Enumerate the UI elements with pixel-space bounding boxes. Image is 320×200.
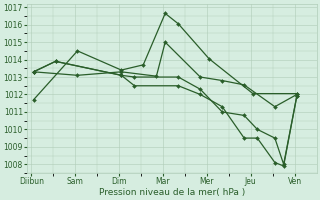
X-axis label: Pression niveau de la mer( hPa ): Pression niveau de la mer( hPa ) (99, 188, 245, 197)
